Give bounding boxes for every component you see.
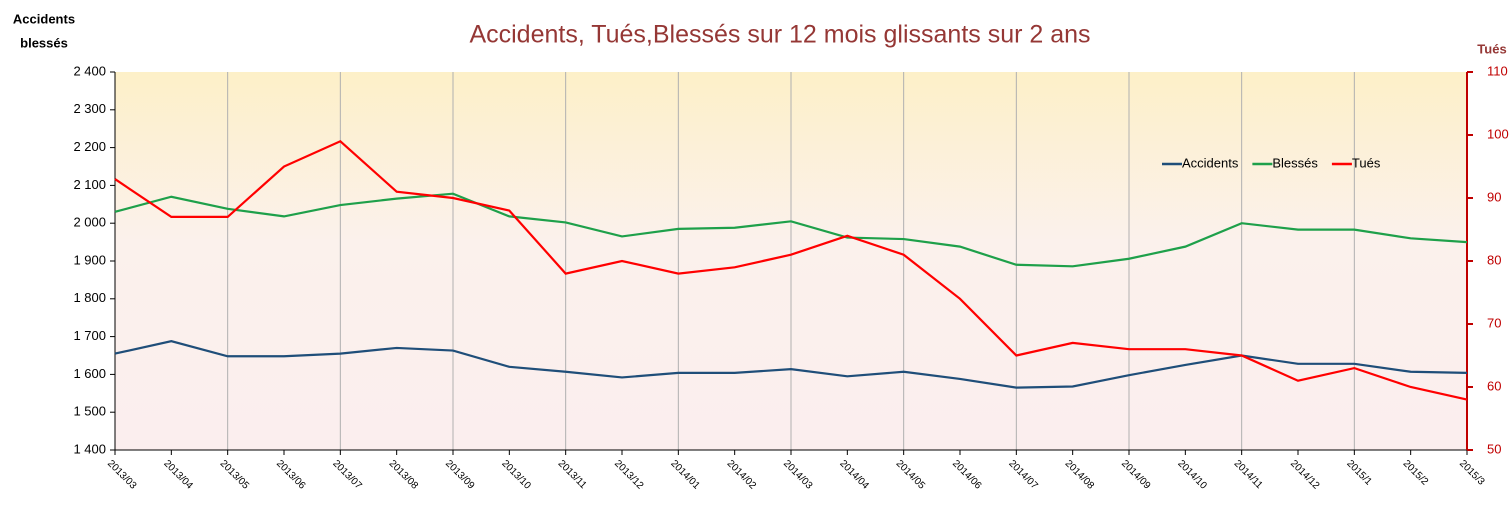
y-tick-label: 1 800 [73, 290, 106, 305]
x-tick-label: 2014/07 [1006, 458, 1040, 492]
chart-title: Accidents, Tués,Blessés sur 12 mois glis… [469, 21, 1090, 49]
x-tick-label: 2014/08 [1063, 458, 1097, 492]
y2-axis-title: Tués [1477, 41, 1506, 56]
x-tick-label: 2013/12 [612, 458, 646, 492]
x-tick-label: 2014/05 [894, 458, 928, 492]
y2-tick-label: 80 [1487, 252, 1501, 267]
x-tick-label: 2014/10 [1175, 458, 1209, 492]
y2-tick-label: 70 [1487, 315, 1501, 330]
y-tick-label: 2 100 [73, 177, 106, 192]
x-tick-label: 2013/10 [499, 458, 533, 492]
x-tick-label: 2014/09 [1119, 458, 1153, 492]
legend-label: Tués [1352, 155, 1381, 170]
x-tick-label: 2015/2 [1401, 458, 1431, 488]
y-tick-label: 2 400 [73, 63, 106, 78]
x-tick-label: 2014/03 [781, 458, 815, 492]
y-tick-label: 2 000 [73, 215, 106, 230]
y-tick-label: 2 300 [73, 101, 106, 116]
x-tick-label: 2013/03 [105, 458, 139, 492]
y-tick-label: 1 700 [73, 328, 106, 343]
x-tick-label: 2013/09 [443, 458, 477, 492]
x-tick-label: 2013/11 [556, 458, 589, 491]
x-tick-label: 2013/08 [387, 458, 421, 492]
x-tick-label: 2013/04 [161, 458, 195, 492]
x-tick-label: 2014/11 [1232, 458, 1265, 491]
y2-tick-label: 100 [1487, 126, 1509, 141]
x-tick-label: 2013/07 [330, 458, 364, 492]
y-axis-title: Accidents [13, 11, 75, 26]
y2-tick-label: 50 [1487, 441, 1501, 456]
y-tick-label: 1 600 [73, 366, 106, 381]
y-tick-label: 1 500 [73, 404, 106, 419]
y2-tick-label: 110 [1487, 63, 1508, 78]
y-axis-title: blessés [20, 35, 68, 50]
x-tick-label: 2013/06 [274, 458, 308, 492]
x-tick-label: 2015/3 [1457, 458, 1487, 488]
x-tick-label: 2014/01 [668, 458, 702, 492]
y-tick-label: 1 400 [73, 441, 106, 456]
legend-label: Blessés [1272, 155, 1318, 170]
y2-tick-label: 60 [1487, 378, 1501, 393]
x-tick-label: 2013/05 [218, 458, 252, 492]
y2-tick-label: 90 [1487, 189, 1501, 204]
x-tick-label: 2014/12 [1288, 458, 1322, 492]
x-tick-label: 2014/06 [950, 458, 984, 492]
series-line [114, 140, 1468, 401]
y-tick-label: 1 900 [73, 252, 106, 267]
legend-label: Accidents [1182, 155, 1239, 170]
x-tick-label: 2014/02 [725, 458, 759, 492]
series-line [114, 192, 1468, 268]
y-tick-label: 2 200 [73, 139, 106, 154]
x-tick-label: 2014/04 [837, 458, 871, 492]
x-tick-label: 2015/1 [1344, 458, 1374, 488]
